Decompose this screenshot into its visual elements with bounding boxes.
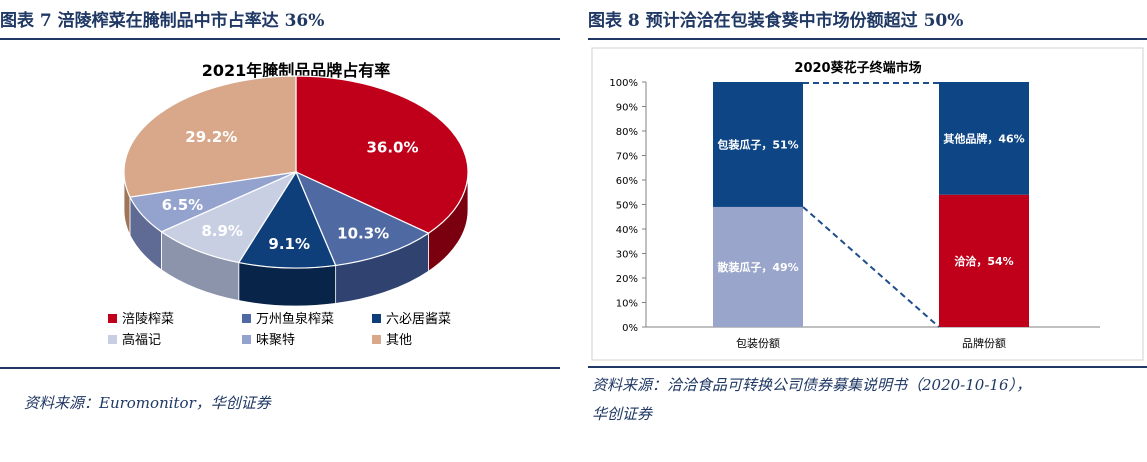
heading-rule — [588, 38, 1147, 40]
y-tick-label: 70% — [616, 152, 638, 163]
heading-rule — [0, 38, 560, 40]
pie-side-六必居酱菜 — [238, 262, 337, 307]
legend-swatch — [372, 335, 381, 344]
bar-segment-bottom — [713, 206, 803, 327]
y-tick-label: 80% — [616, 127, 638, 138]
legend-swatch — [242, 335, 251, 344]
figure-8-source-line1: 资料来源：洽洽食品可转换公司债券募集说明书（2020-10-16）， — [592, 376, 1031, 394]
figure-8-source-line2: 华创证券 — [592, 405, 653, 423]
legend-label: 六必居酱菜 — [386, 312, 451, 327]
bar-data-label: 其他品牌，46% — [943, 131, 1024, 145]
pie-data-label: 8.9% — [201, 222, 243, 240]
legend-label: 涪陵榨菜 — [122, 311, 174, 327]
chart-frame — [591, 47, 1144, 361]
bar-data-label: 洽洽，54% — [954, 254, 1013, 268]
y-tick-label: 100% — [609, 78, 638, 89]
legend-label: 味聚特 — [256, 333, 295, 348]
y-tick-label: 0% — [622, 323, 638, 334]
legend-label: 万州鱼泉榨菜 — [256, 311, 334, 327]
pie-top — [123, 75, 469, 269]
figure-8-panel: 图表 8 预计洽洽在包装食葵中市场份额超过 50% 2020葵花子终端市场 0% 1… — [588, 0, 1147, 462]
stacked-bar-chart: 2020葵花子终端市场 0% 10% 20% 30% 40% 50% 60% 70% 80% 90%… — [591, 47, 1144, 361]
pie-data-label: 36.0% — [366, 139, 418, 157]
bar-data-label: 散装瓜子，49% — [717, 260, 798, 274]
y-tick-label: 10% — [616, 299, 638, 310]
pie-data-label: 29.2% — [185, 128, 237, 146]
pie-chart: 2021年腌制品品牌占有率 36.0% 10.3% 9.1% 8.9% 6.5% 29.2%… — [108, 61, 469, 348]
pie-slice-六必居酱菜 — [237, 170, 337, 269]
bar-segment-top — [713, 82, 803, 207]
bar-data-label: 包装瓜子，51% — [716, 137, 798, 151]
y-tick-label: 40% — [616, 225, 638, 236]
figure-7-heading: 图表 7 涪陵榨菜在腌制品中市占率达 36% — [0, 11, 325, 31]
bar-segment-bottom — [939, 194, 1029, 327]
bottom-rule — [0, 367, 560, 369]
y-tick-label: 20% — [616, 274, 638, 285]
y-tick-label: 90% — [616, 103, 638, 114]
legend-swatch — [108, 314, 117, 323]
pie-sides — [123, 171, 469, 307]
bar-segment-top — [939, 82, 1029, 195]
pie-slice-万州鱼泉榨菜 — [294, 170, 430, 267]
legend-label: 其他 — [386, 333, 412, 348]
legend-swatch — [372, 314, 381, 323]
pie-data-label: 9.1% — [268, 235, 310, 253]
y-tick-label: 60% — [616, 176, 638, 187]
bar-title: 2020葵花子终端市场 — [794, 60, 921, 76]
legend-label: 高福记 — [122, 332, 161, 348]
pie-slice-其他 — [123, 75, 297, 198]
pie-slice-高福记 — [160, 170, 298, 264]
pie-title: 2021年腌制品品牌占有率 — [202, 61, 391, 80]
pie-data-label: 6.5% — [162, 196, 204, 214]
y-tick-label: 50% — [616, 201, 638, 212]
x-category-label: 品牌份额 — [962, 336, 1006, 350]
pie-data-label: 10.3% — [337, 224, 389, 242]
legend-swatch — [108, 335, 117, 344]
figure-8-heading: 图表 8 预计洽洽在包装食葵中市场份额超过 50% — [588, 11, 964, 31]
figure-7-panel: 图表 7 涪陵榨菜在腌制品中市占率达 36% 2021年腌制品品牌占有率 36.0… — [0, 0, 560, 462]
pie-slice-涪陵榨菜 — [295, 75, 469, 234]
figure-7-source: 资料来源：Euromonitor，华创证券 — [24, 394, 271, 412]
y-tick-label: 30% — [616, 250, 638, 261]
bottom-rule — [588, 366, 1147, 368]
connector-bottom — [802, 206, 940, 328]
x-category-label: 包装份额 — [736, 337, 780, 350]
legend-swatch — [242, 314, 251, 323]
